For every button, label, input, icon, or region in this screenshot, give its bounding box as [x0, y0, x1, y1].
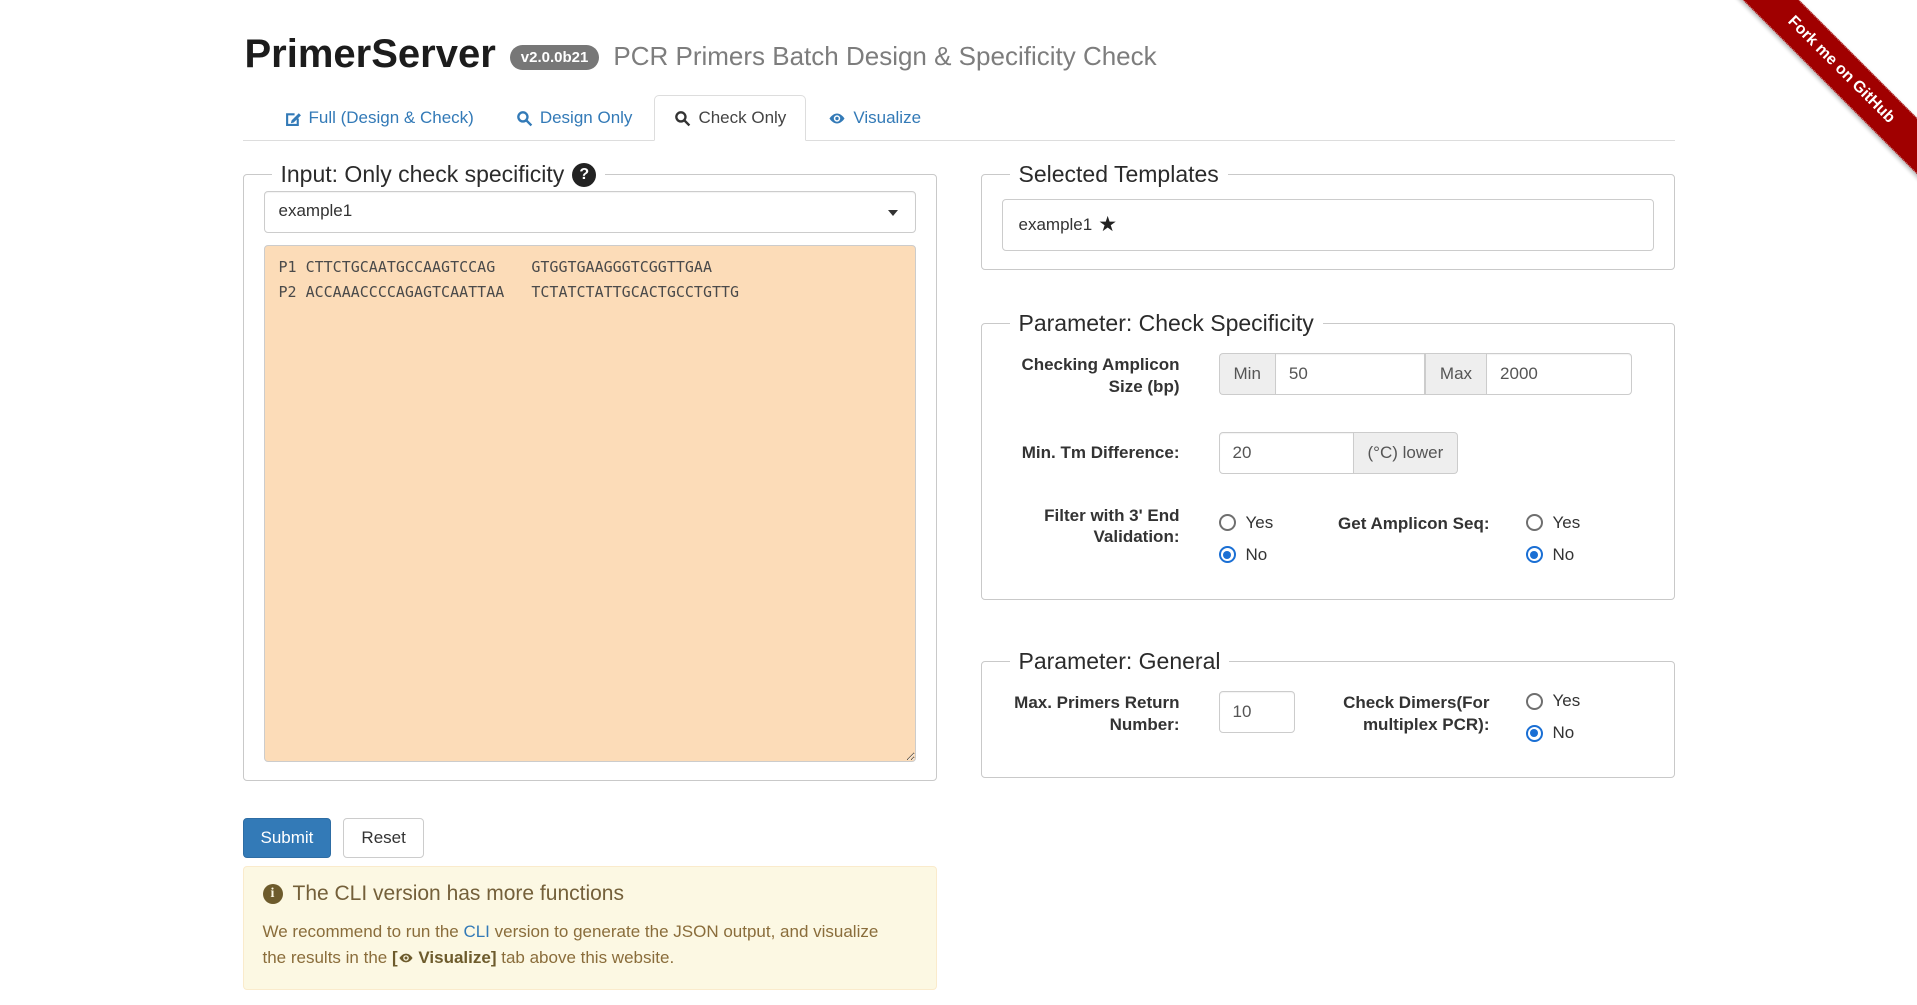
main-tabs: Full (Design & Check) Design Only [242, 95, 1675, 141]
radio-label: Yes [1552, 691, 1581, 711]
selected-templates-panel: Selected Templates example1 ★ [980, 161, 1675, 270]
bracket: [ [391, 948, 398, 968]
check-dimers-radios: Yes No [1525, 691, 1581, 743]
left-column: Input: Only check specificity ? example1… [242, 161, 937, 990]
cli-note-text: version to generate the JSON output, and… [262, 921, 879, 968]
chevron-down-icon [887, 209, 898, 216]
radio-label: No [1552, 723, 1575, 743]
example-select[interactable]: example1 [263, 190, 916, 233]
get-amplicon-yes-radio[interactable]: Yes [1525, 512, 1581, 533]
tab-check-only: Check Only [654, 95, 807, 141]
eye-icon [828, 110, 846, 127]
cli-note-text: We recommend to run the [262, 921, 464, 941]
input-panel: Input: Only check specificity ? example1… [242, 161, 937, 781]
radio-icon [1218, 546, 1236, 564]
tab-label: Visualize [853, 108, 922, 127]
cli-note-title: The CLI version has more functions [292, 881, 625, 905]
get-amplicon-no-radio[interactable]: No [1525, 544, 1581, 565]
visualize-label: Visualize] [418, 948, 497, 968]
check-specificity-panel: Parameter: Check Specificity Checking Am… [980, 309, 1675, 600]
eye-icon [398, 948, 414, 967]
filter-3end-no-radio[interactable]: No [1218, 544, 1274, 565]
check-specificity-legend: Parameter: Check Specificity [1018, 309, 1314, 336]
filter-3end-radios: Yes No [1218, 504, 1274, 565]
max-primers-input[interactable] [1218, 691, 1295, 734]
template-label: example1 [1018, 214, 1093, 234]
selected-template-item[interactable]: example1 ★ [1001, 198, 1654, 251]
reset-button[interactable]: Reset [343, 817, 424, 858]
visualize-reference: [ Visualize] [392, 948, 497, 967]
info-icon: i [262, 883, 283, 904]
radio-icon [1525, 724, 1543, 742]
fork-ribbon[interactable]: Fork me on GitHub [1717, 0, 1917, 200]
edit-icon [285, 110, 302, 127]
version-badge: v2.0.0b21 [509, 45, 600, 70]
general-legend: Parameter: General [1018, 647, 1221, 674]
tab-full-design-check: Full (Design & Check) [265, 95, 494, 141]
app-subtitle: PCR Primers Batch Design & Specificity C… [613, 41, 1157, 71]
tm-difference-label: Min. Tm Difference: [1021, 442, 1180, 462]
get-amplicon-label: Get Amplicon Seq: [1338, 513, 1490, 533]
amplicon-size-group: Min Max [1218, 353, 1633, 396]
primers-textarea[interactable]: P1 CTTCTGCAATGCCAAGTCCAG GTGGTGAAGGGTCGG… [263, 244, 916, 762]
app-title: PrimerServer [244, 32, 496, 76]
general-panel: Parameter: General Max. Primers Return N… [980, 647, 1675, 779]
filter-3end-label: Filter with 3' End Validation: [1044, 505, 1180, 547]
tab-label: Design Only [539, 108, 633, 127]
search-icon [674, 110, 691, 127]
radio-icon [1525, 514, 1543, 532]
amplicon-min-input[interactable] [1274, 353, 1425, 396]
radio-icon [1525, 546, 1543, 564]
selected-templates-legend: Selected Templates [1018, 161, 1219, 187]
get-amplicon-radios: Yes No [1525, 504, 1581, 565]
max-primers-label: Max. Primers Return Number: [1014, 693, 1180, 735]
cli-note-title-row: i The CLI version has more functions [262, 881, 917, 906]
amplicon-max-input[interactable] [1486, 353, 1633, 396]
max-addon: Max [1424, 353, 1487, 396]
radio-label: Yes [1552, 512, 1581, 532]
radio-label: No [1245, 544, 1268, 564]
cli-note-text: tab above this website. [496, 948, 675, 968]
radio-icon [1218, 514, 1236, 532]
cli-note-body: We recommend to run the CLI version to g… [263, 919, 903, 972]
input-panel-legend: Input: Only check specificity [280, 161, 565, 187]
radio-icon [1525, 692, 1543, 710]
example-select-value: example1 [278, 200, 353, 220]
fork-ribbon-label[interactable]: Fork me on GitHub [1727, 0, 1917, 184]
help-icon[interactable]: ? [572, 162, 597, 187]
right-column: Selected Templates example1 ★ Parameter:… [980, 161, 1675, 990]
form-actions: Submit Reset [242, 817, 937, 858]
radio-label: No [1552, 544, 1575, 564]
app-header: PrimerServer v2.0.0b21 PCR Primers Batch… [245, 32, 1675, 77]
tm-unit-addon: (°C) lower [1353, 431, 1459, 474]
star-icon: ★ [1098, 213, 1118, 237]
page-container: PrimerServer v2.0.0b21 PCR Primers Batch… [242, 0, 1675, 990]
tm-difference-group: (°C) lower [1218, 431, 1459, 474]
submit-button[interactable]: Submit [242, 817, 332, 858]
check-dimers-yes-radio[interactable]: Yes [1525, 691, 1581, 711]
tab-label: Full (Design & Check) [308, 108, 474, 127]
tab-label: Check Only [698, 108, 787, 127]
amplicon-size-label: Checking Amplicon Size (bp) [1021, 355, 1180, 396]
search-icon [516, 110, 533, 127]
filter-3end-yes-radio[interactable]: Yes [1218, 512, 1274, 533]
radio-label: Yes [1245, 512, 1274, 532]
check-dimers-no-radio[interactable]: No [1525, 723, 1581, 743]
tm-difference-input[interactable] [1218, 431, 1354, 474]
tab-design-only: Design Only [496, 95, 653, 141]
check-dimers-label: Check Dimers(For multiplex PCR): [1343, 693, 1490, 735]
cli-link[interactable]: CLI [463, 921, 490, 941]
min-addon: Min [1218, 353, 1275, 396]
cli-note-alert: i The CLI version has more functions We … [242, 865, 937, 990]
tab-visualize: Visualize [808, 95, 941, 141]
